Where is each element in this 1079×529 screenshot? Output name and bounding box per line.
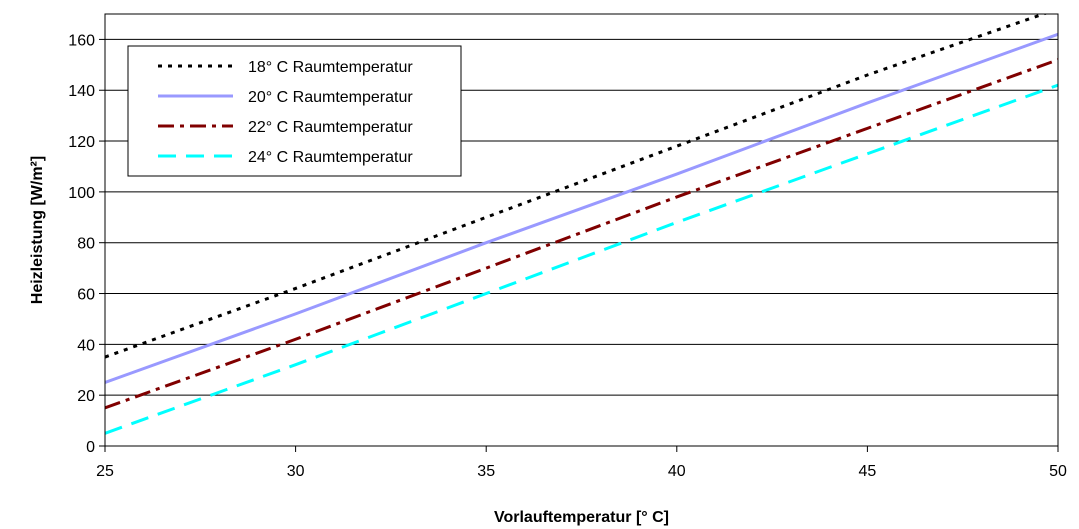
x-tick-label: 50	[1049, 463, 1067, 480]
x-tick-label: 30	[287, 463, 305, 480]
x-tick-label: 35	[477, 463, 495, 480]
legend-label: 24° C Raumtemperatur	[248, 149, 413, 166]
legend-label: 20° C Raumtemperatur	[248, 89, 413, 106]
y-tick-label: 80	[77, 236, 95, 253]
series-lines	[105, 14, 1058, 435]
y-tick-label: 60	[77, 287, 95, 304]
y-tick-label: 20	[77, 388, 95, 405]
x-tick-label: 40	[668, 463, 686, 480]
x-axis-title: Vorlauftemperatur [° C]	[494, 509, 669, 526]
y-tick-label: 100	[68, 185, 95, 202]
y-tick-label: 40	[77, 337, 95, 354]
plot-area-border	[104, 13, 1059, 447]
x-tick-label: 45	[859, 463, 877, 480]
legend-label: 22° C Raumtemperatur	[248, 119, 413, 136]
y-tick-label: 0	[86, 439, 95, 456]
axes: 0 20 40 60 80 100 120 140 160 25 30 35 40 45 50	[68, 13, 1067, 480]
legend: 18° C Raumtemperatur 20° C Raumtemperatur…	[127, 45, 462, 177]
y-tick-label: 120	[68, 134, 95, 151]
y-tick-label: 160	[68, 32, 95, 49]
y-tick-label: 140	[68, 83, 95, 100]
y-axis-title: Heizleistung [W/m²]	[29, 156, 46, 304]
legend-box	[127, 45, 462, 177]
series-line-4	[105, 83, 1058, 435]
series-line-3	[105, 58, 1058, 410]
series-line-2	[105, 32, 1058, 384]
legend-label: 18° C Raumtemperatur	[248, 59, 413, 76]
x-tick-label: 25	[96, 463, 114, 480]
